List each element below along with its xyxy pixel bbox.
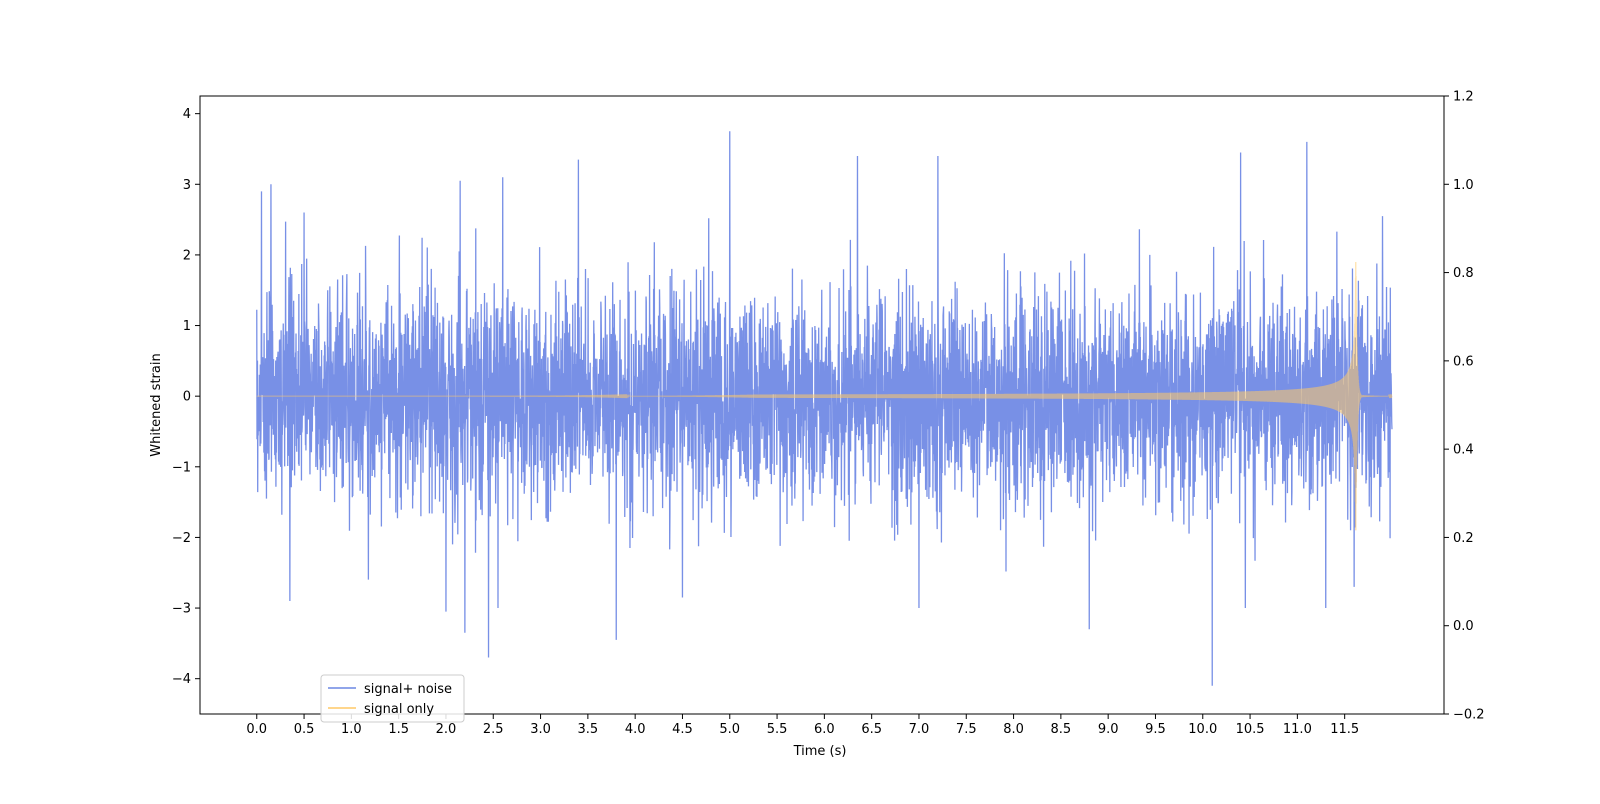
y-tick-label: 2 xyxy=(183,248,191,263)
signal-only-series xyxy=(256,261,1393,531)
y-tick-label: 4 xyxy=(183,107,191,122)
y2-tick-label: 0.2 xyxy=(1453,531,1474,546)
x-tick-label: 10.5 xyxy=(1236,722,1265,737)
x-tick-label: 7.5 xyxy=(956,722,977,737)
plot-area-frame xyxy=(199,95,1445,715)
x-tick-label: 0.0 xyxy=(246,722,267,737)
x-tick-label: 1.0 xyxy=(341,722,362,737)
y-tick-label: 0 xyxy=(183,390,191,405)
y-tick-label: 3 xyxy=(183,178,191,193)
legend: signal+ noise signal only xyxy=(320,674,465,723)
y2-tick-label: 0.4 xyxy=(1453,443,1474,458)
y-tick-label: 1 xyxy=(183,319,191,334)
y2-tick-label: −0.2 xyxy=(1453,708,1485,723)
x-tick-label: 9.0 xyxy=(1098,722,1119,737)
y2-tick-label: 1.0 xyxy=(1453,178,1474,193)
y-tick-label: −1 xyxy=(172,460,191,475)
x-tick-label: 2.5 xyxy=(483,722,504,737)
legend-box xyxy=(320,674,465,723)
x-tick-label: 6.0 xyxy=(814,722,835,737)
x-tick-label: 3.0 xyxy=(530,722,551,737)
x-tick-label: 9.5 xyxy=(1145,722,1166,737)
x-tick-label: 2.0 xyxy=(436,722,457,737)
y2-tick-label: 1.2 xyxy=(1453,90,1474,105)
x-tick-label: 7.0 xyxy=(909,722,930,737)
x-axis-label: Time (s) xyxy=(793,744,847,759)
x-tick-label: 5.0 xyxy=(719,722,740,737)
x-tick-label: 8.5 xyxy=(1051,722,1072,737)
signal-noise-series xyxy=(256,131,1393,686)
y-tick-label: −3 xyxy=(172,602,191,617)
legend-label-signal-only: signal only xyxy=(364,702,434,717)
y-axis-ticks: −4 −3 −2 −1 0 1 2 3 4 xyxy=(172,107,200,687)
x-tick-label: 11.0 xyxy=(1283,722,1312,737)
x-axis-ticks: 0.0 0.5 1.0 1.5 2.0 2.5 3.0 3.5 4.0 4.5 5.0 5.5 6.0 6… xyxy=(246,714,1359,737)
x-tick-label: 4.5 xyxy=(672,722,693,737)
x-tick-label: 0.5 xyxy=(294,722,315,737)
y-axis-label: Whitened strain xyxy=(149,353,164,456)
x-tick-label: 10.0 xyxy=(1188,722,1217,737)
x-tick-label: 6.5 xyxy=(861,722,882,737)
x-tick-label: 3.5 xyxy=(578,722,599,737)
x-tick-label: 8.0 xyxy=(1003,722,1024,737)
y-tick-label: −4 xyxy=(172,672,191,687)
y2-tick-label: 0.0 xyxy=(1453,619,1474,634)
x-tick-label: 4.0 xyxy=(625,722,646,737)
y2-tick-label: 0.6 xyxy=(1453,354,1474,369)
y-tick-label: −2 xyxy=(172,531,191,546)
x-tick-label: 11.5 xyxy=(1330,722,1359,737)
y2-axis-ticks: −0.2 0.0 0.2 0.4 0.6 0.8 1.0 1.2 xyxy=(1444,90,1485,723)
legend-label-signal-noise: signal+ noise xyxy=(364,682,452,697)
x-tick-label: 5.5 xyxy=(767,722,788,737)
x-tick-label: 1.5 xyxy=(388,722,409,737)
y2-tick-label: 0.8 xyxy=(1453,266,1474,281)
